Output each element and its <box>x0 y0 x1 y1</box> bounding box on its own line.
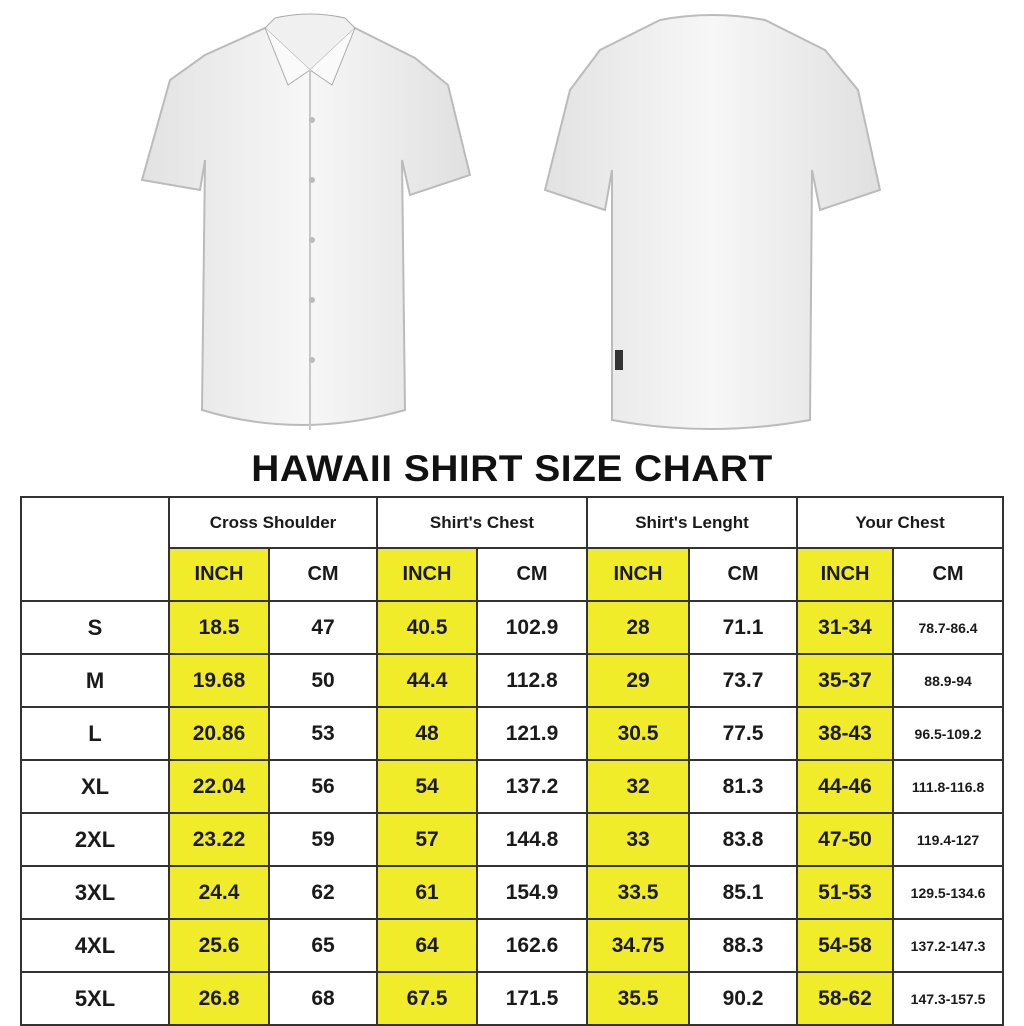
value-cell: 78.7-86.4 <box>892 600 1005 655</box>
value-cell: 65 <box>268 918 378 973</box>
table-row: S 18.5 47 40.5 102.9 28 71.1 31-34 78.7-86.4 <box>20 600 1005 655</box>
size-label: 3XL <box>20 865 170 920</box>
size-label: 2XL <box>20 812 170 867</box>
size-label: S <box>20 600 170 655</box>
value-cell: 68 <box>268 971 378 1026</box>
value-cell: 54-58 <box>796 918 895 973</box>
unit-header: CM <box>892 547 1005 602</box>
value-cell: 51-53 <box>796 865 895 920</box>
value-cell: 61 <box>376 865 478 920</box>
size-label: L <box>20 706 170 761</box>
unit-header: CM <box>687 547 799 602</box>
value-cell: 137.2 <box>476 759 588 814</box>
table-row: 4XL 25.6 65 64 162.6 34.75 88.3 54-58 137.2-147.… <box>20 918 1005 973</box>
table-row: 3XL 24.4 62 61 154.9 33.5 85.1 51-53 129.5-134.6 <box>20 865 1005 920</box>
value-cell: 30.5 <box>586 706 690 761</box>
value-cell: 31-34 <box>796 600 895 655</box>
table-row: 2XL 23.22 59 57 144.8 33 83.8 47-50 119.4-127 <box>20 812 1005 867</box>
value-cell: 24.4 <box>168 865 270 920</box>
value-cell: 85.1 <box>687 865 799 920</box>
value-cell: 73.7 <box>687 653 799 708</box>
value-cell: 154.9 <box>476 865 588 920</box>
unit-header: CM <box>476 547 588 602</box>
value-cell: 88.9-94 <box>892 653 1005 708</box>
value-cell: 35-37 <box>796 653 895 708</box>
shirt-back-image <box>543 14 882 430</box>
value-cell: 67.5 <box>376 971 478 1026</box>
value-cell: 62 <box>268 865 378 920</box>
value-cell: 111.8-116.8 <box>892 759 1005 814</box>
value-cell: 129.5-134.6 <box>892 865 1005 920</box>
value-cell: 50 <box>268 653 378 708</box>
size-label: XL <box>20 759 170 814</box>
table-row: XL 22.04 56 54 137.2 32 81.3 44-46 111.8-116.8 <box>20 759 1005 814</box>
value-cell: 162.6 <box>476 918 588 973</box>
value-cell: 171.5 <box>476 971 588 1026</box>
value-cell: 47-50 <box>796 812 895 867</box>
value-cell: 147.3-157.5 <box>892 971 1005 1026</box>
value-cell: 19.68 <box>168 653 270 708</box>
value-cell: 23.22 <box>168 812 270 867</box>
size-label: 5XL <box>20 971 170 1026</box>
value-cell: 28 <box>586 600 690 655</box>
corner-cell <box>20 496 170 602</box>
value-cell: 119.4-127 <box>892 812 1005 867</box>
value-cell: 144.8 <box>476 812 588 867</box>
value-cell: 20.86 <box>168 706 270 761</box>
group-header: Shirt's Chest <box>376 496 588 549</box>
value-cell: 22.04 <box>168 759 270 814</box>
value-cell: 112.8 <box>476 653 588 708</box>
chart-title: HAWAII SHIRT SIZE CHART <box>251 448 773 489</box>
value-cell: 54 <box>376 759 478 814</box>
value-cell: 40.5 <box>376 600 478 655</box>
value-cell: 44-46 <box>796 759 895 814</box>
value-cell: 56 <box>268 759 378 814</box>
value-cell: 25.6 <box>168 918 270 973</box>
value-cell: 18.5 <box>168 600 270 655</box>
value-cell: 33 <box>586 812 690 867</box>
value-cell: 34.75 <box>586 918 690 973</box>
value-cell: 47 <box>268 600 378 655</box>
value-cell: 29 <box>586 653 690 708</box>
table-row: L 20.86 53 48 121.9 30.5 77.5 38-43 96.5-109.2 <box>20 706 1005 761</box>
table-row: 5XL 26.8 68 67.5 171.5 35.5 90.2 58-62 147.3-157… <box>20 971 1005 1026</box>
group-header: Your Chest <box>796 496 1005 549</box>
unit-header: CM <box>268 547 378 602</box>
unit-header-row: INCH CM INCH CM INCH CM INCH CM <box>21 547 1005 602</box>
unit-header: INCH <box>168 547 270 602</box>
value-cell: 26.8 <box>168 971 270 1026</box>
value-cell: 33.5 <box>586 865 690 920</box>
value-cell: 44.4 <box>376 653 478 708</box>
group-header: Cross Shoulder <box>168 496 378 549</box>
value-cell: 77.5 <box>687 706 799 761</box>
value-cell: 121.9 <box>476 706 588 761</box>
value-cell: 58-62 <box>796 971 895 1026</box>
value-cell: 71.1 <box>687 600 799 655</box>
value-cell: 38-43 <box>796 706 895 761</box>
value-cell: 53 <box>268 706 378 761</box>
size-chart-table: Cross Shoulder Shirt's Chest Shirt's Lengh… <box>20 496 1005 1026</box>
unit-header: INCH <box>586 547 690 602</box>
value-cell: 88.3 <box>687 918 799 973</box>
value-cell: 81.3 <box>687 759 799 814</box>
unit-header: INCH <box>796 547 895 602</box>
value-cell: 57 <box>376 812 478 867</box>
group-header-row: Cross Shoulder Shirt's Chest Shirt's Lengh… <box>20 496 1005 602</box>
value-cell: 64 <box>376 918 478 973</box>
size-label: M <box>20 653 170 708</box>
value-cell: 137.2-147.3 <box>892 918 1005 973</box>
value-cell: 59 <box>268 812 378 867</box>
shirt-front-image <box>140 13 472 430</box>
value-cell: 102.9 <box>476 600 588 655</box>
value-cell: 90.2 <box>687 971 799 1026</box>
group-header: Shirt's Lenght <box>585 496 799 549</box>
value-cell: 35.5 <box>586 971 690 1026</box>
value-cell: 96.5-109.2 <box>892 706 1005 761</box>
table-row: M 19.68 50 44.4 112.8 29 73.7 35-37 88.9-94 <box>20 653 1005 708</box>
value-cell: 32 <box>586 759 690 814</box>
size-label: 4XL <box>20 918 170 973</box>
unit-header: INCH <box>376 547 478 602</box>
value-cell: 48 <box>376 706 478 761</box>
value-cell: 83.8 <box>687 812 799 867</box>
